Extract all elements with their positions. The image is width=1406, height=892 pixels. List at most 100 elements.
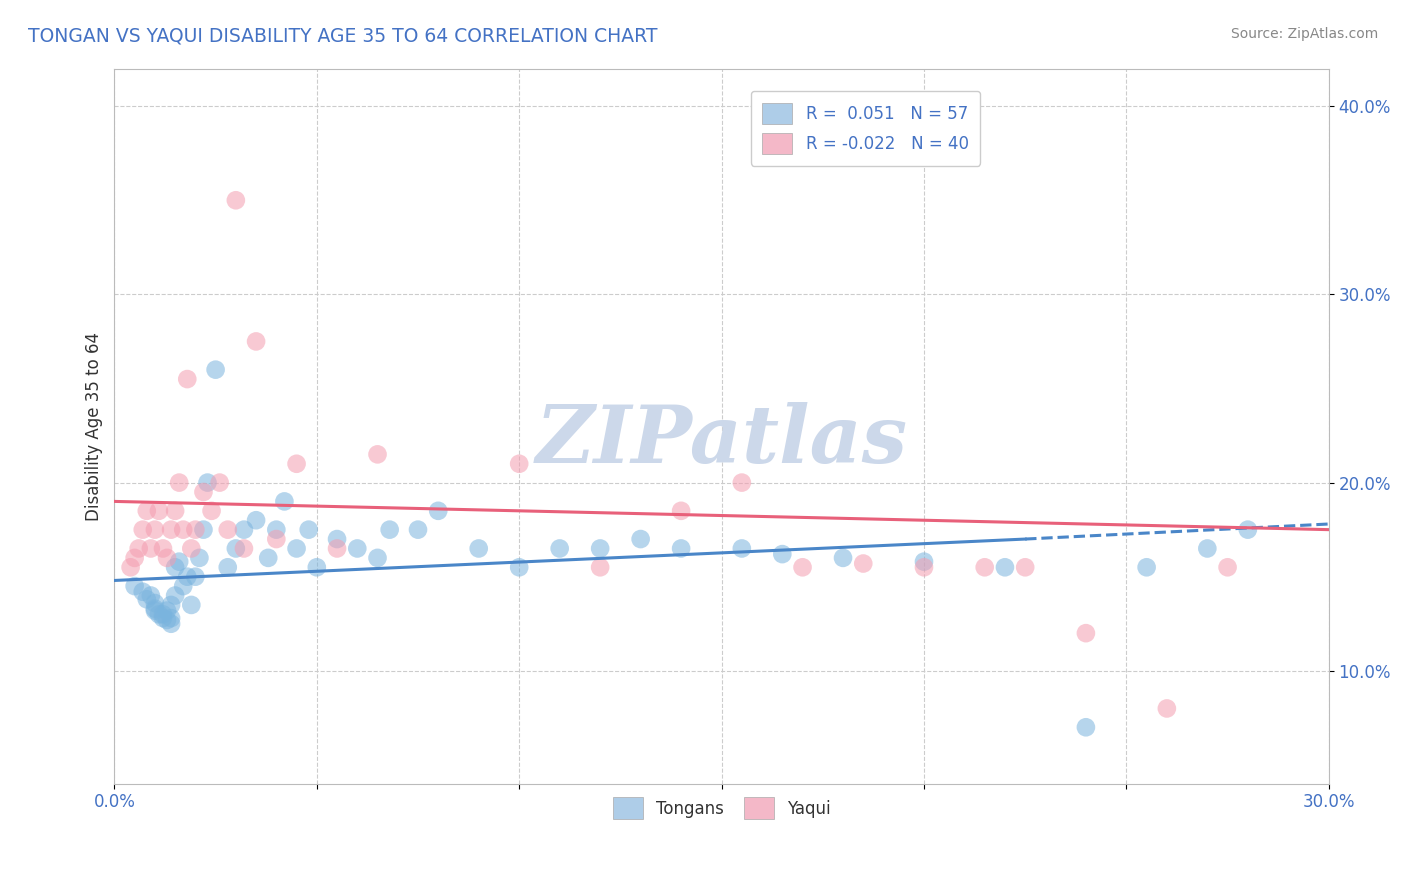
Point — [266, 532, 288, 546]
Point — [135, 592, 157, 607]
Point — [128, 541, 150, 556]
Point — [152, 607, 174, 622]
Point — [852, 557, 875, 571]
Point — [1236, 523, 1258, 537]
Point — [135, 504, 157, 518]
Point — [148, 607, 170, 622]
Point — [508, 560, 530, 574]
Point — [973, 560, 995, 574]
Point — [200, 504, 222, 518]
Point — [120, 560, 142, 574]
Point — [167, 475, 190, 490]
Point — [589, 541, 612, 556]
Point — [132, 584, 155, 599]
Point — [165, 560, 187, 574]
Point — [669, 541, 692, 556]
Point — [184, 523, 207, 537]
Point — [160, 598, 183, 612]
Point — [731, 475, 754, 490]
Point — [548, 541, 571, 556]
Point — [167, 555, 190, 569]
Point — [143, 523, 166, 537]
Point — [172, 523, 194, 537]
Point — [589, 560, 612, 574]
Text: ZIPatlas: ZIPatlas — [536, 401, 908, 479]
Point — [298, 523, 321, 537]
Point — [143, 604, 166, 618]
Point — [156, 604, 179, 618]
Point — [148, 504, 170, 518]
Point — [367, 447, 389, 461]
Point — [143, 601, 166, 615]
Point — [326, 532, 349, 546]
Point — [160, 616, 183, 631]
Point — [994, 560, 1017, 574]
Point — [792, 560, 814, 574]
Point — [1014, 560, 1036, 574]
Point — [832, 550, 855, 565]
Point — [132, 523, 155, 537]
Point — [257, 550, 280, 565]
Point — [156, 550, 179, 565]
Point — [1136, 560, 1159, 574]
Point — [197, 475, 219, 490]
Point — [427, 504, 450, 518]
Point — [124, 579, 146, 593]
Point — [508, 457, 530, 471]
Y-axis label: Disability Age 35 to 64: Disability Age 35 to 64 — [86, 332, 103, 521]
Point — [378, 523, 401, 537]
Point — [266, 523, 288, 537]
Point — [139, 589, 162, 603]
Point — [1074, 626, 1097, 640]
Point — [165, 589, 187, 603]
Point — [188, 550, 211, 565]
Point — [1216, 560, 1239, 574]
Point — [124, 550, 146, 565]
Point — [233, 541, 256, 556]
Point — [172, 579, 194, 593]
Point — [233, 523, 256, 537]
Point — [193, 485, 215, 500]
Point — [406, 523, 429, 537]
Text: TONGAN VS YAQUI DISABILITY AGE 35 TO 64 CORRELATION CHART: TONGAN VS YAQUI DISABILITY AGE 35 TO 64 … — [28, 27, 658, 45]
Point — [208, 475, 231, 490]
Point — [1074, 720, 1097, 734]
Point — [225, 194, 247, 208]
Point — [193, 523, 215, 537]
Legend: Tongans, Yaqui: Tongans, Yaqui — [606, 790, 838, 825]
Point — [165, 504, 187, 518]
Point — [225, 541, 247, 556]
Point — [1197, 541, 1219, 556]
Point — [346, 541, 368, 556]
Point — [1156, 701, 1178, 715]
Point — [467, 541, 489, 556]
Point — [156, 613, 179, 627]
Point — [217, 560, 239, 574]
Point — [176, 372, 198, 386]
Point — [669, 504, 692, 518]
Point — [139, 541, 162, 556]
Point — [160, 611, 183, 625]
Point — [731, 541, 754, 556]
Point — [285, 457, 308, 471]
Point — [770, 547, 793, 561]
Point — [630, 532, 652, 546]
Text: Source: ZipAtlas.com: Source: ZipAtlas.com — [1230, 27, 1378, 41]
Point — [912, 555, 935, 569]
Point — [143, 596, 166, 610]
Point — [326, 541, 349, 556]
Point — [245, 334, 267, 349]
Point — [176, 570, 198, 584]
Point — [204, 362, 226, 376]
Point — [184, 570, 207, 584]
Point — [912, 560, 935, 574]
Point — [305, 560, 328, 574]
Point — [180, 541, 202, 556]
Point — [367, 550, 389, 565]
Point — [285, 541, 308, 556]
Point — [180, 598, 202, 612]
Point — [245, 513, 267, 527]
Point — [160, 523, 183, 537]
Point — [152, 611, 174, 625]
Point — [273, 494, 295, 508]
